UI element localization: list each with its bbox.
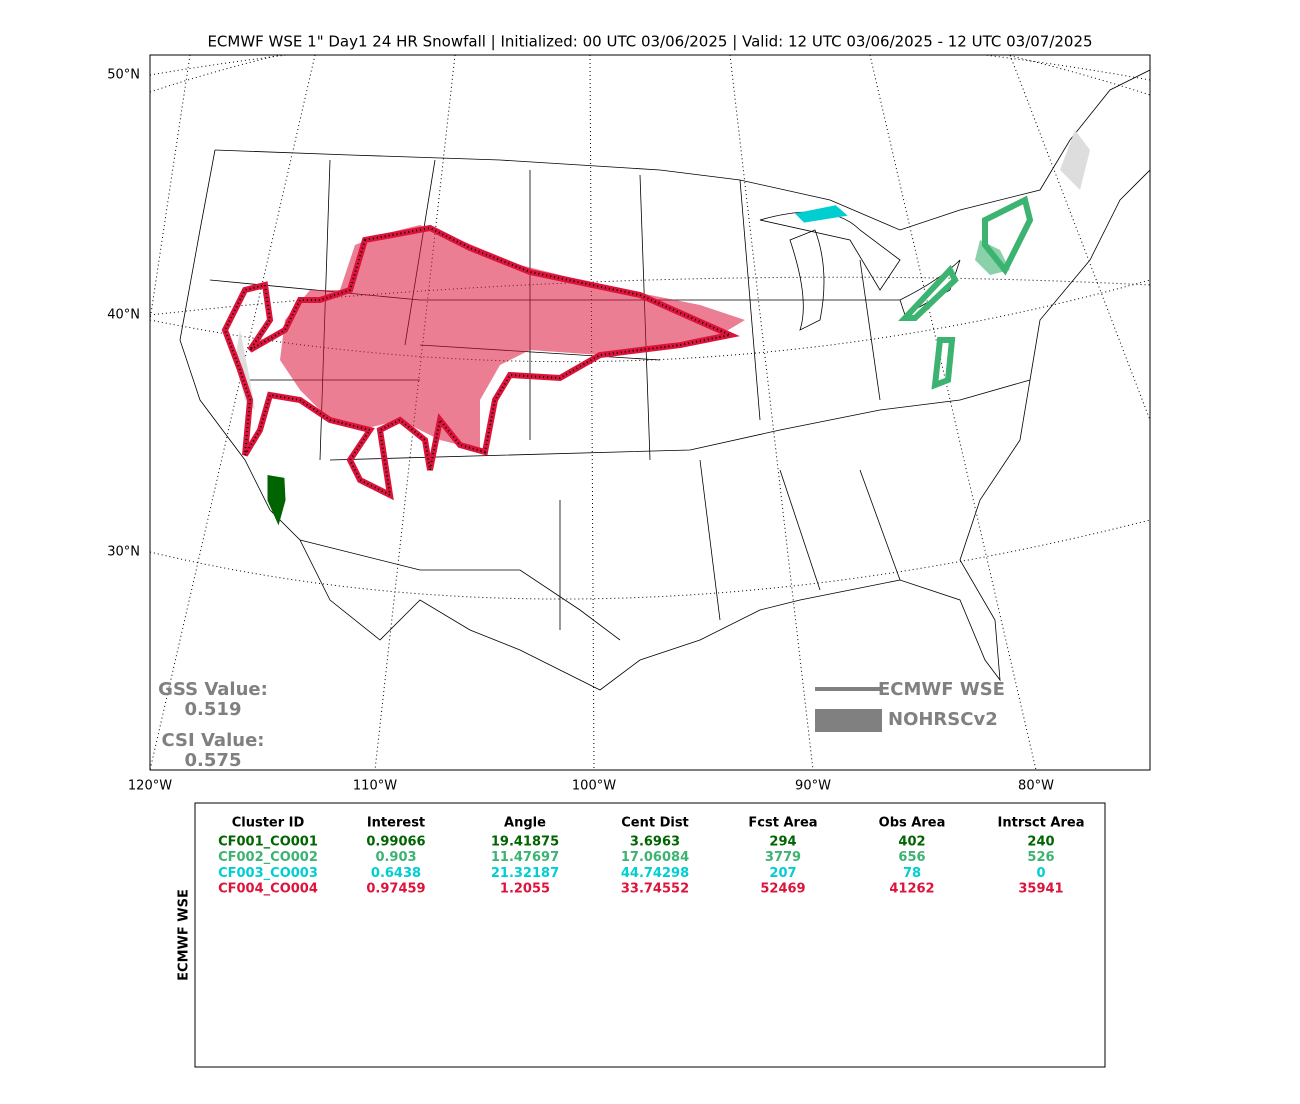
table-cell: 207 bbox=[769, 866, 796, 881]
table-side-label: ECMWF WSE bbox=[177, 889, 192, 981]
table-cell: CF001_CO001 bbox=[218, 835, 318, 850]
snow-areas bbox=[221, 130, 1090, 526]
border bbox=[214, 69, 1150, 231]
stat-value: 0.575 bbox=[185, 750, 242, 771]
graticule bbox=[150, 279, 1150, 363]
table-cell: 21.32187 bbox=[491, 866, 559, 881]
legend-label: NOHRSCv2 bbox=[888, 709, 998, 730]
table-cell: 656 bbox=[898, 850, 925, 865]
table-cell: 3779 bbox=[765, 850, 801, 865]
table-cell: 0.903 bbox=[375, 850, 416, 865]
table-cell: CF003_CO003 bbox=[218, 866, 318, 881]
table-cell: 3.6963 bbox=[630, 835, 680, 850]
column-header: Angle bbox=[504, 816, 546, 831]
lat-label: 30°N bbox=[107, 545, 140, 560]
stat-label: GSS Value: bbox=[158, 679, 268, 700]
stat-value: 0.519 bbox=[185, 699, 242, 720]
column-header: Cluster ID bbox=[232, 816, 305, 831]
table-frame bbox=[194, 802, 1106, 1068]
legend-label: ECMWF WSE bbox=[878, 679, 1005, 700]
table-cell: 294 bbox=[769, 835, 796, 850]
border bbox=[299, 539, 621, 641]
fcst-outline bbox=[794, 205, 848, 223]
fcst-outline bbox=[267, 475, 286, 526]
column-header: Cent Dist bbox=[621, 816, 689, 831]
table-cell: 240 bbox=[1027, 835, 1054, 850]
table-cell: 11.47697 bbox=[491, 850, 559, 865]
lat-label: 50°N bbox=[107, 68, 140, 83]
table-cell: 0 bbox=[1036, 866, 1045, 881]
table-cell: 33.74552 bbox=[621, 882, 689, 897]
column-header: Intrsct Area bbox=[998, 816, 1085, 831]
fcst-outline bbox=[898, 195, 1034, 390]
table-cell: 0.6438 bbox=[371, 866, 421, 881]
table-cell: 1.2055 bbox=[500, 882, 550, 897]
map: 50°N 40°N 30°N 120°W 110°W 100°W 90°W 80… bbox=[107, 54, 1151, 794]
column-header: Fcst Area bbox=[748, 816, 817, 831]
title: ECMWF WSE 1" Day1 24 HR Snowfall | Initi… bbox=[207, 33, 1092, 51]
table-cell: 41262 bbox=[889, 882, 934, 897]
table-cell: 402 bbox=[898, 835, 925, 850]
stat-label: CSI Value: bbox=[162, 730, 265, 751]
table-cell: 52469 bbox=[760, 882, 805, 897]
legend-swatch bbox=[815, 709, 882, 732]
lat-label: 40°N bbox=[107, 308, 140, 323]
table-cell: 19.41875 bbox=[491, 835, 559, 850]
column-header: Interest bbox=[367, 816, 425, 831]
table-cell: 0.99066 bbox=[366, 835, 425, 850]
map-frame bbox=[149, 54, 1151, 771]
lon-label: 80°W bbox=[1018, 779, 1054, 794]
table-cell: CF002_CO002 bbox=[218, 850, 318, 865]
table-cell: 17.06084 bbox=[621, 850, 689, 865]
obs-area bbox=[280, 225, 745, 450]
graticule bbox=[150, 55, 191, 321]
obs-area bbox=[235, 330, 255, 410]
table-cell: CF004_CO004 bbox=[218, 882, 318, 897]
obs-area bbox=[1060, 130, 1090, 190]
table-cell: 78 bbox=[903, 866, 921, 881]
graticule bbox=[150, 519, 1150, 600]
lon-label: 100°W bbox=[572, 779, 616, 794]
table: ECMWF WSE Cluster ID Interest Angle Cent Di… bbox=[177, 802, 1106, 1068]
column-header: Obs Area bbox=[879, 816, 946, 831]
lon-label: 90°W bbox=[795, 779, 831, 794]
table-cell: 44.74298 bbox=[621, 866, 689, 881]
table-cell: 0.97459 bbox=[366, 882, 425, 897]
lon-label: 120°W bbox=[128, 779, 172, 794]
table-cell: 35941 bbox=[1018, 882, 1063, 897]
table-cell: 526 bbox=[1027, 850, 1054, 865]
lon-label: 110°W bbox=[353, 779, 397, 794]
fcst-outline bbox=[223, 226, 734, 497]
